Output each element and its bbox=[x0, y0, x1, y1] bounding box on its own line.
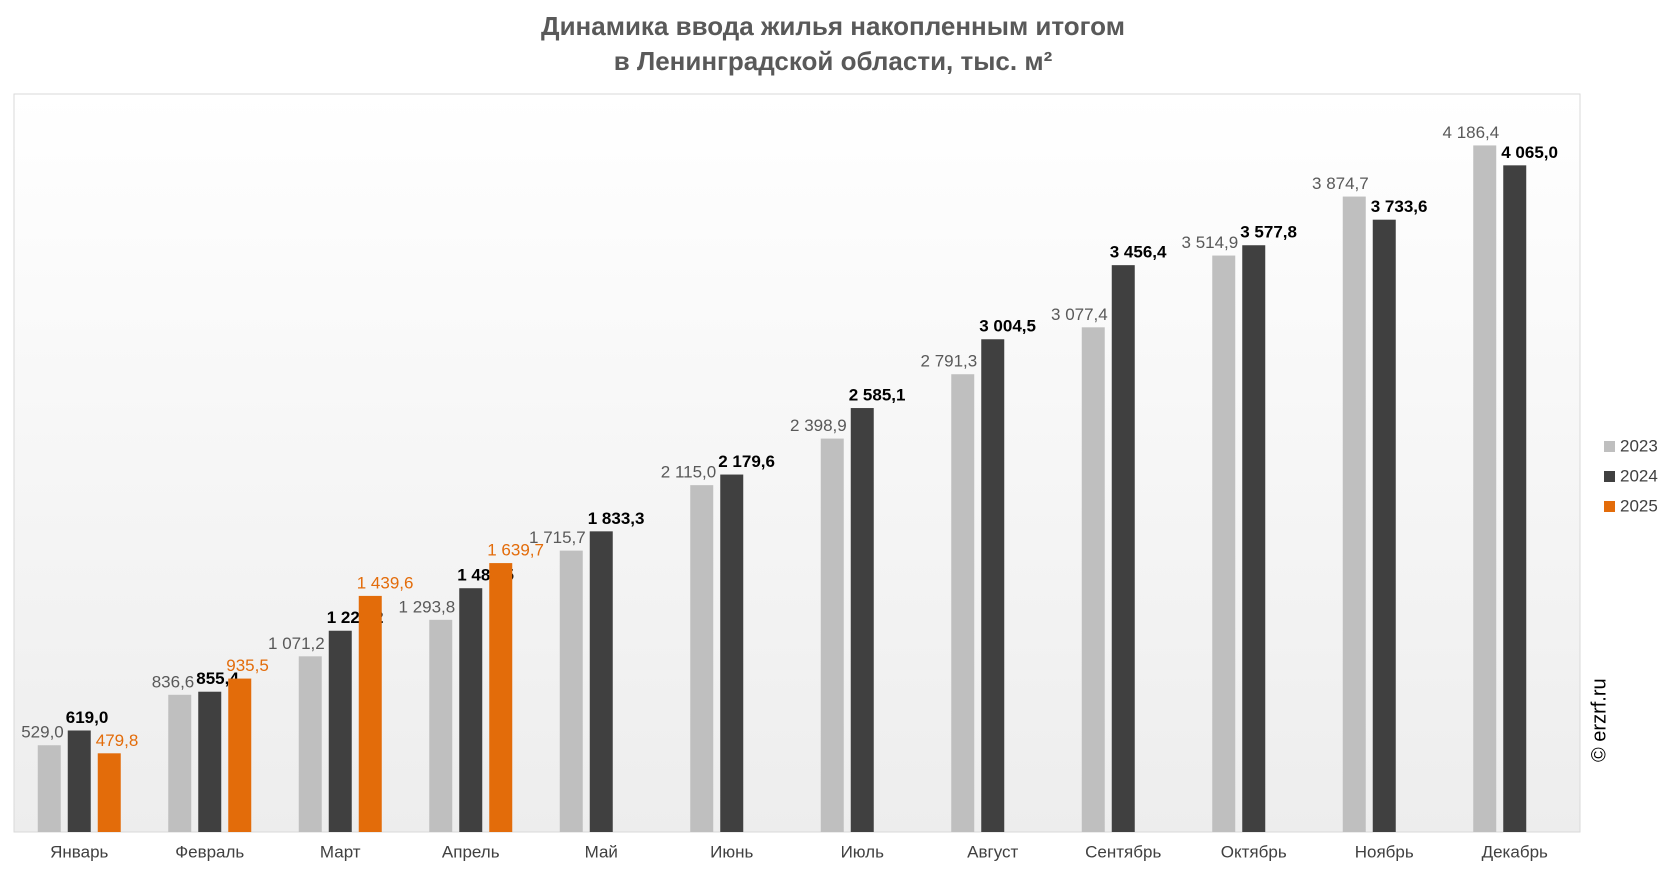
data-label: 619,0 bbox=[66, 708, 109, 727]
bar bbox=[820, 438, 844, 832]
x-tick-label: Ноябрь bbox=[1355, 842, 1414, 861]
data-label: 529,0 bbox=[21, 723, 64, 742]
legend-swatch bbox=[1604, 501, 1615, 512]
legend-swatch bbox=[1604, 441, 1615, 452]
bar bbox=[429, 619, 453, 832]
data-label: 479,8 bbox=[96, 731, 139, 750]
data-label: 3 514,9 bbox=[1182, 233, 1239, 252]
data-label: 836,6 bbox=[152, 672, 195, 691]
x-tick-label: Июль bbox=[841, 842, 885, 861]
data-label: 1 439,6 bbox=[357, 573, 414, 592]
bar bbox=[1081, 327, 1105, 832]
bar bbox=[298, 656, 322, 832]
x-tick-label: Февраль bbox=[175, 842, 244, 861]
bar bbox=[1473, 145, 1497, 832]
data-label: 4 186,4 bbox=[1443, 123, 1500, 142]
bar bbox=[1342, 196, 1366, 832]
bar bbox=[1212, 255, 1236, 832]
data-label: 3 577,8 bbox=[1240, 223, 1297, 242]
data-label: 3 733,6 bbox=[1371, 197, 1428, 216]
legend-label: 2024 bbox=[1620, 466, 1658, 485]
x-tick-label: Октябрь bbox=[1221, 842, 1287, 861]
x-tick-label: Август bbox=[967, 842, 1018, 861]
data-label: 3 004,5 bbox=[979, 317, 1036, 336]
bar bbox=[97, 753, 121, 832]
bar bbox=[67, 730, 91, 832]
plot-area bbox=[13, 93, 1581, 833]
bar bbox=[720, 474, 744, 832]
data-label: 3 874,7 bbox=[1312, 174, 1369, 193]
data-label: 2 179,6 bbox=[718, 452, 775, 471]
x-tick-label: Июнь bbox=[710, 842, 753, 861]
bar bbox=[228, 678, 252, 832]
bar bbox=[1111, 265, 1135, 832]
watermark: © erzrf.ru bbox=[1588, 678, 1610, 762]
x-tick-label: Март bbox=[320, 842, 361, 861]
x-tick-label: Январь bbox=[50, 842, 108, 861]
x-tick-label: Май bbox=[585, 842, 618, 861]
bar bbox=[328, 630, 352, 832]
bar bbox=[358, 595, 382, 832]
x-tick-label: Сентябрь bbox=[1085, 842, 1161, 861]
x-tick-label: Декабрь bbox=[1482, 842, 1548, 861]
bar bbox=[559, 550, 583, 832]
bar bbox=[459, 588, 483, 832]
data-label: 1 639,7 bbox=[487, 541, 544, 560]
data-label: 3 077,4 bbox=[1051, 305, 1108, 324]
bar bbox=[489, 563, 513, 832]
bar bbox=[1372, 219, 1396, 833]
bar bbox=[198, 691, 222, 832]
data-label: 935,5 bbox=[226, 656, 269, 675]
bar bbox=[168, 694, 192, 832]
data-label: 4 065,0 bbox=[1501, 143, 1558, 162]
bar bbox=[951, 374, 975, 832]
chart-title: Динамика ввода жилья накопленным итогом bbox=[541, 11, 1125, 41]
bar bbox=[1503, 165, 1527, 833]
bar bbox=[981, 339, 1005, 832]
chart-title: в Ленинградской области, тыс. м² bbox=[614, 46, 1053, 76]
data-label: 2 585,1 bbox=[849, 386, 906, 405]
bar bbox=[850, 408, 874, 832]
bar bbox=[1242, 245, 1266, 833]
legend-label: 2025 bbox=[1620, 496, 1658, 515]
data-label: 2 791,3 bbox=[921, 352, 978, 371]
bar bbox=[690, 485, 714, 832]
data-label: 1 071,2 bbox=[268, 634, 325, 653]
x-tick-label: Апрель bbox=[442, 842, 500, 861]
data-label: 1 833,3 bbox=[588, 509, 645, 528]
legend-swatch bbox=[1604, 471, 1615, 482]
data-label: 2 398,9 bbox=[790, 416, 847, 435]
bar bbox=[589, 531, 613, 832]
data-label: 1 715,7 bbox=[529, 528, 586, 547]
data-label: 1 293,8 bbox=[399, 597, 456, 616]
data-label: 2 115,0 bbox=[661, 463, 716, 482]
data-label: 3 456,4 bbox=[1110, 243, 1167, 262]
legend-label: 2023 bbox=[1620, 436, 1658, 455]
bar bbox=[37, 745, 61, 832]
